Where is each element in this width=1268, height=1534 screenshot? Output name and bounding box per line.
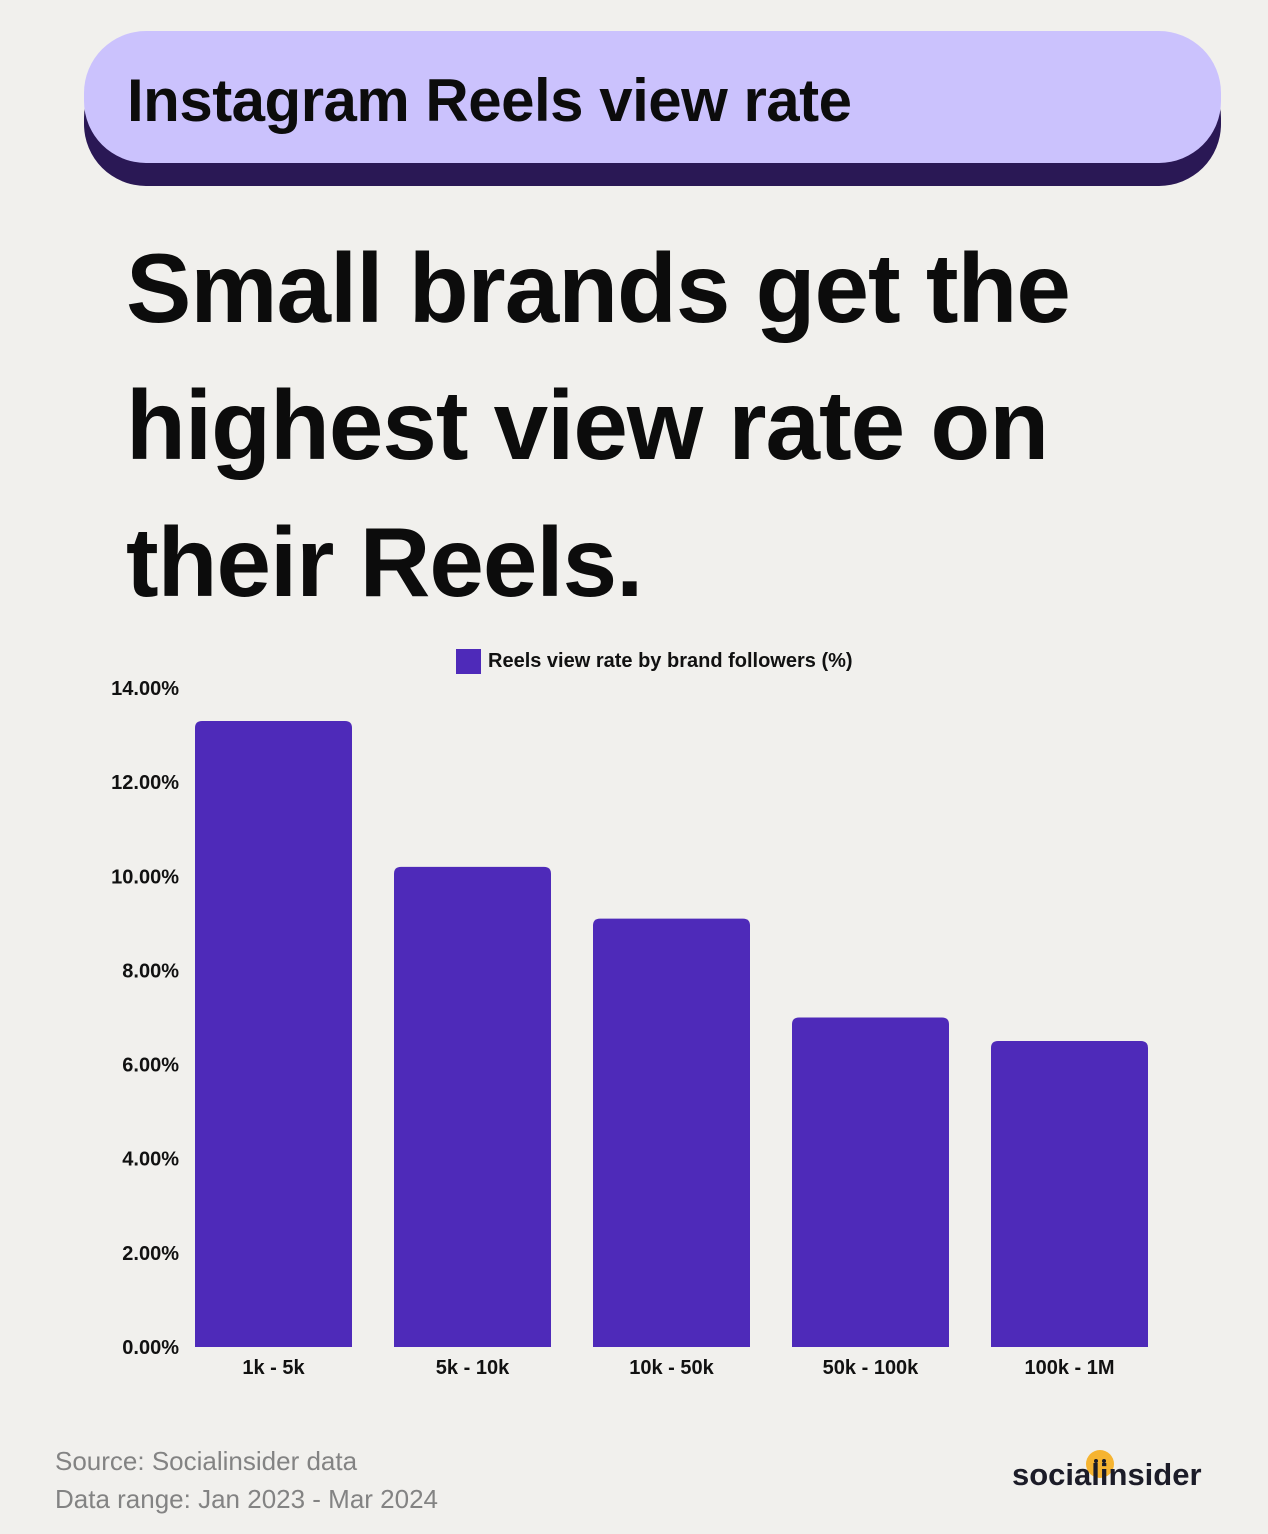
y-tick-label: 4.00% (122, 1149, 179, 1171)
bar (394, 866, 551, 1347)
y-tick-label: 14.00% (111, 678, 179, 700)
bar-chart: Reels view rate by brand followers (%) 0… (111, 649, 1148, 1379)
bar (593, 918, 750, 1347)
y-tick-label: 8.00% (122, 960, 179, 982)
legend: Reels view rate by brand followers (%) (456, 649, 853, 674)
logo-dot-icon (1086, 1450, 1114, 1478)
y-tick-label: 10.00% (111, 866, 179, 888)
title-pill (84, 31, 1221, 163)
legend-swatch (456, 649, 481, 674)
bar (792, 1017, 949, 1347)
bars (195, 720, 1148, 1347)
legend-label: Reels view rate by brand followers (%) (488, 650, 853, 672)
x-tick-label: 1k - 5k (242, 1357, 305, 1379)
source-text: Source: Socialinsider data (55, 1446, 358, 1476)
y-tick-label: 12.00% (111, 772, 179, 794)
x-tick-label: 5k - 10k (436, 1357, 510, 1379)
logo-text-right: insider (1099, 1457, 1202, 1492)
y-tick-label: 6.00% (122, 1055, 179, 1077)
socialinsider-logo: socialinsider (1012, 1457, 1202, 1493)
y-tick-label: 2.00% (122, 1243, 179, 1265)
x-tick-label: 10k - 50k (629, 1357, 714, 1379)
headline: Small brands get the highest view rate o… (126, 233, 1071, 617)
pill-title: Instagram Reels view rate (127, 67, 852, 134)
x-tick-label: 50k - 100k (823, 1357, 920, 1379)
data-range-text: Data range: Jan 2023 - Mar 2024 (55, 1484, 439, 1514)
y-axis: 0.00% 2.00% 4.00% 6.00% 8.00% 10.00% 12.00% 14.… (111, 678, 179, 1359)
x-axis: 1k - 5k 5k - 10k 10k - 50k 50k - 100k 100k -… (242, 1357, 1114, 1379)
bar (991, 1041, 1148, 1347)
y-tick-label: 0.00% (122, 1337, 179, 1359)
x-tick-label: 100k - 1M (1024, 1357, 1114, 1379)
bar (195, 720, 352, 1347)
logo-text-left: social (1012, 1457, 1100, 1492)
